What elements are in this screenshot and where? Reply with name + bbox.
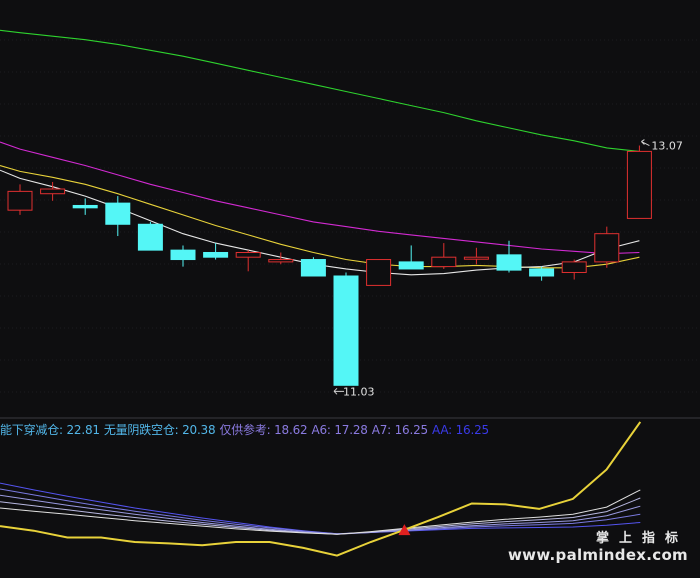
ma-green-line [0, 29, 640, 152]
candle-down [300, 257, 326, 277]
indicator-value: 仅供参考: 18.62 [219, 423, 308, 437]
watermark-url: www.palmindex.com [508, 546, 688, 564]
candle-body [203, 251, 229, 258]
indicator-title-row: 能下穿减仓: 22.81 无量阴跌空仓: 20.38 仅供参考: 18.62 A6: … [0, 421, 493, 437]
candle-body [626, 150, 652, 219]
candle-body [268, 259, 294, 263]
indicator-fan-line [0, 488, 641, 535]
candle-down [105, 196, 131, 237]
candle-body [170, 249, 196, 261]
indicator-value: AA: 16.25 [431, 423, 489, 437]
ma-magenta-line [0, 141, 640, 255]
indicator-value: 无量阴跌空仓: 20.38 [103, 423, 216, 437]
candle-body [398, 261, 424, 270]
candle-up [7, 184, 33, 215]
indicator-value: A7: 16.25 [371, 423, 428, 437]
low-price-label: 11.03 [343, 385, 375, 398]
high-price-label: 13.07 [651, 140, 683, 153]
candle-body [463, 256, 489, 260]
watermark: 掌上指标 www.palmindex.com [508, 527, 688, 564]
moving-average-lines [0, 29, 640, 276]
candle-down [529, 266, 555, 281]
grid-lines [0, 39, 700, 419]
buy-signal-triangle-icon [398, 524, 411, 536]
candle-up [366, 259, 392, 286]
indicator-yellow-line [0, 421, 642, 557]
candle-body [366, 259, 392, 286]
candle-body [529, 268, 555, 277]
ma-yellow-line [0, 164, 640, 269]
candle-up [235, 250, 261, 272]
candle-body [40, 188, 66, 195]
candle-body [235, 251, 261, 258]
candle-body [72, 204, 98, 209]
candlesticks [7, 145, 652, 386]
candle-down [398, 245, 424, 270]
candle-body [300, 259, 326, 277]
low-arrow [333, 387, 344, 395]
candle-body [333, 275, 359, 386]
indicator-lines [0, 421, 642, 557]
candle-body [561, 261, 587, 273]
candle-down [203, 243, 229, 260]
indicator-fan-line [0, 489, 641, 535]
candle-up [40, 181, 66, 201]
candle-up [626, 145, 652, 219]
indicator-value: A6: 17.28 [311, 423, 368, 437]
candle-up [268, 252, 294, 265]
candle-body [431, 256, 457, 268]
candle-down [170, 245, 196, 267]
high-arrow [641, 139, 650, 146]
candle-up [561, 259, 587, 280]
candle-up [594, 226, 620, 268]
price-annotations: 13.07 11.03 [333, 139, 683, 398]
candle-down [72, 198, 98, 215]
indicator-value: 能下穿减仓: 22.81 [0, 423, 100, 437]
candle-down [333, 272, 359, 386]
candle-body [496, 254, 522, 271]
candle-body [137, 223, 163, 251]
candle-body [594, 233, 620, 263]
candle-down [496, 240, 522, 273]
candle-down [137, 221, 163, 251]
candle-body [7, 190, 33, 211]
candle-body [105, 202, 131, 225]
watermark-cn: 掌上指标 [595, 531, 688, 546]
candle-up [431, 243, 457, 269]
candle-up [463, 247, 489, 265]
